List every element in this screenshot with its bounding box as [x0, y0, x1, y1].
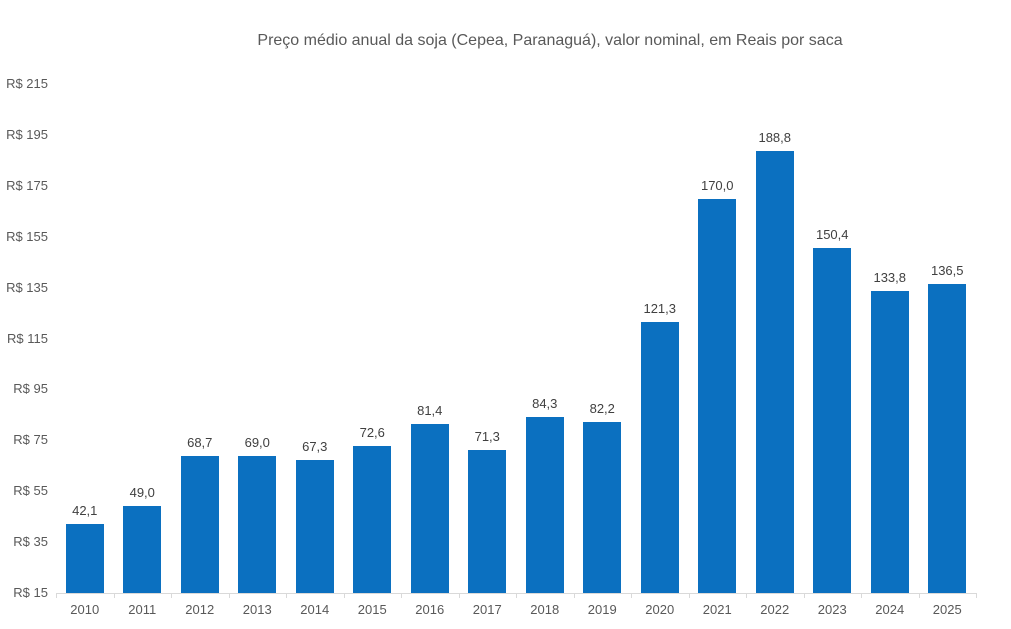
- x-tick-mark: [631, 593, 632, 598]
- bar-2019: [583, 421, 622, 593]
- bar-2022: [755, 150, 794, 593]
- bar-value-label: 170,0: [700, 177, 734, 193]
- y-tick-label: R$ 195: [6, 126, 48, 142]
- x-tick-mark: [286, 593, 287, 598]
- y-tick-label: R$ 95: [13, 381, 48, 397]
- y-tick-label: R$ 35: [13, 534, 48, 550]
- bar-2010: [65, 524, 104, 593]
- x-tick-label: 2011: [128, 602, 157, 617]
- bar-value-label: 67,3: [302, 438, 328, 454]
- x-tick-mark: [516, 593, 517, 598]
- x-tick-label: 2020: [645, 602, 675, 617]
- chart-title: Preço médio anual da soja (Cepea, Parana…: [257, 32, 843, 49]
- y-tick-label: R$ 55: [13, 483, 48, 499]
- bar-2014: [295, 459, 334, 593]
- bar-value-label: 49,0: [129, 485, 155, 501]
- bar-value-label: 82,2: [589, 400, 615, 416]
- x-tick-label: 2021: [702, 602, 732, 617]
- y-tick-label: R$ 155: [6, 228, 48, 244]
- y-tick-label: R$ 215: [6, 76, 48, 91]
- bar-value-label: 81,4: [417, 403, 443, 418]
- bar-2011: [123, 506, 162, 593]
- x-tick-label: 2016: [415, 602, 445, 617]
- bar-value-label: 68,7: [187, 435, 213, 451]
- bar-value-label: 69,0: [244, 434, 270, 450]
- bar-2023: [813, 248, 852, 593]
- x-tick-mark: [573, 593, 575, 598]
- x-tick-label: 2023: [817, 602, 847, 617]
- bar-2018: [525, 416, 564, 593]
- bar-value-label: 71,3: [474, 428, 500, 444]
- bar-value-label: 72,6: [359, 425, 385, 441]
- bar-2021: [698, 198, 737, 593]
- x-tick-mark: [458, 593, 460, 598]
- bar-2017: [468, 449, 507, 593]
- x-tick-label: 2018: [530, 602, 560, 617]
- x-tick-label: 2022: [760, 602, 790, 617]
- y-tick-label: R$ 115: [7, 330, 48, 346]
- bar-2020: [640, 322, 679, 593]
- y-tick-label: R$ 135: [6, 279, 48, 295]
- x-tick-label: 2012: [185, 602, 215, 617]
- bar-2012: [180, 456, 219, 593]
- y-tick-label: R$ 75: [13, 432, 48, 448]
- bar-value-label: 84,3: [532, 395, 558, 411]
- x-tick-mark: [746, 593, 747, 598]
- bar-2024: [870, 290, 909, 593]
- x-tick-label: 2019: [587, 602, 617, 617]
- x-tick-label: 2025: [932, 602, 962, 617]
- x-tick-label: 2017: [472, 602, 502, 617]
- x-tick-label: 2024: [875, 602, 905, 617]
- bar-2025: [928, 283, 967, 593]
- bar-value-label: 121,3: [643, 301, 677, 317]
- bar-2015: [353, 446, 392, 593]
- x-tick-mark: [861, 593, 862, 598]
- bar-2013: [238, 455, 277, 593]
- x-tick-mark: [688, 593, 690, 598]
- x-tick-mark: [113, 593, 115, 598]
- bar-value-label: 133,8: [873, 269, 907, 285]
- bar-value-label: 42,1: [72, 503, 98, 519]
- bar-value-label: 188,8: [758, 129, 792, 145]
- x-tick-mark: [228, 593, 230, 598]
- x-tick-mark: [343, 593, 345, 598]
- x-tick-mark: [803, 593, 805, 598]
- x-tick-mark: [56, 593, 57, 598]
- x-tick-mark: [976, 593, 977, 598]
- bar-value-label: 136,5: [930, 262, 964, 278]
- y-tick-label: R$ 15: [13, 585, 48, 600]
- bar-value-label: 150,4: [815, 227, 849, 243]
- x-tick-label: 2015: [357, 602, 387, 617]
- y-tick-label: R$ 175: [6, 177, 48, 193]
- x-tick-mark: [401, 593, 402, 598]
- x-tick-label: 2010: [70, 602, 100, 617]
- x-tick-label: 2014: [300, 602, 330, 617]
- x-tick-label: 2013: [242, 602, 272, 617]
- bar-2016: [410, 424, 449, 593]
- x-tick-mark: [918, 593, 920, 598]
- x-tick-mark: [171, 593, 172, 598]
